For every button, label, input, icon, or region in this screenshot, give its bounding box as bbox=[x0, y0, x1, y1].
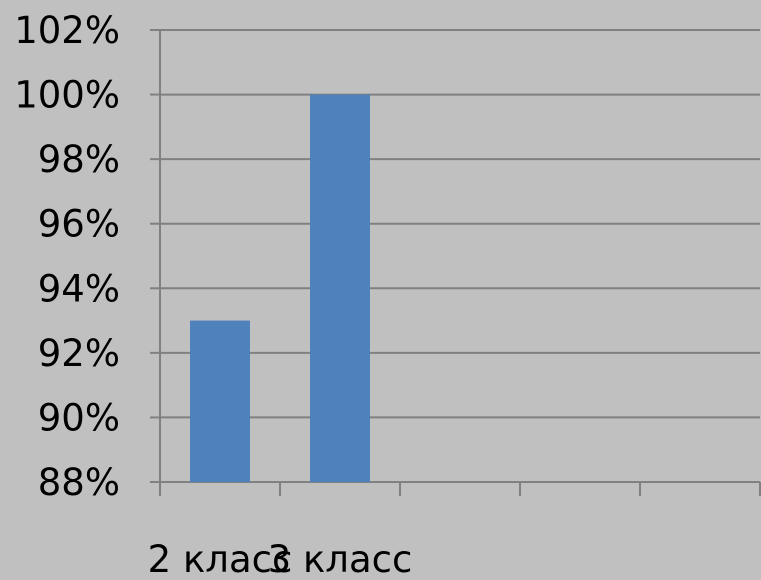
x-category-label: 2 класс bbox=[148, 538, 293, 580]
y-tick-label: 90% bbox=[38, 396, 120, 439]
y-tick-label: 96% bbox=[38, 203, 120, 246]
y-tick-label: 94% bbox=[38, 267, 120, 310]
bar bbox=[310, 94, 370, 483]
y-tick-label: 88% bbox=[38, 461, 120, 504]
y-tick-label: 100% bbox=[14, 74, 120, 117]
bar bbox=[190, 320, 250, 482]
y-tick-label: 98% bbox=[38, 138, 120, 181]
y-tick-label: 102% bbox=[14, 9, 120, 52]
y-tick-label: 92% bbox=[38, 332, 120, 375]
x-category-label: 3 класс bbox=[268, 538, 413, 580]
